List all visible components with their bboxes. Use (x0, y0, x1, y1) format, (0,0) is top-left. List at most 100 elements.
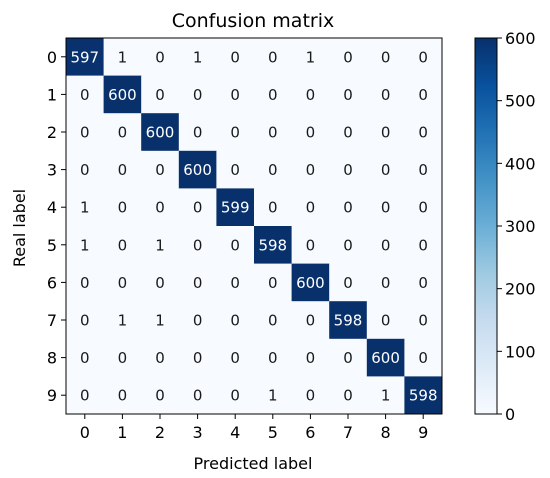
cell-value-r5-c6: 0 (306, 236, 316, 254)
heatmap-cell-r0-c1 (103, 38, 142, 77)
cell-value-r2-c0: 0 (80, 124, 90, 142)
cell-value-r4-c8: 0 (381, 199, 391, 217)
cell-value-r5-c2: 1 (155, 236, 165, 254)
heatmap-cell-r2-c2 (141, 113, 180, 152)
heatmap-cell-r2-c7 (329, 113, 368, 152)
heatmap-cell-r4-c7 (329, 188, 368, 227)
heatmap-cell-r4-c6 (291, 188, 330, 227)
cell-value-r9-c0: 0 (80, 387, 90, 405)
heatmap-cell-r2-c6 (291, 113, 330, 152)
cell-value-r4-c1: 0 (118, 199, 128, 217)
cell-value-r1-c1: 600 (108, 86, 137, 104)
heatmap-cell-r3-c0 (66, 150, 105, 189)
cell-value-r7-c2: 1 (155, 312, 165, 330)
heatmap-cell-r7-c5 (254, 301, 293, 340)
heatmap-cell-r9-c2 (141, 376, 180, 415)
heatmap-cell-r6-c4 (216, 263, 255, 302)
heatmap-cell-r3-c9 (404, 150, 443, 189)
cell-value-r1-c4: 0 (230, 86, 240, 104)
heatmap-cell-r9-c1 (103, 376, 142, 415)
heatmap-cell-r7-c8 (366, 301, 405, 340)
cell-value-r6-c6: 600 (296, 274, 325, 292)
x-tick-label-5: 5 (268, 423, 278, 442)
cell-value-r5-c7: 0 (343, 236, 353, 254)
chart-title: Confusion matrix (172, 10, 334, 32)
cell-value-r4-c5: 0 (268, 199, 278, 217)
cell-value-r8-c8: 600 (371, 349, 400, 367)
y-tick-label-6: 6 (47, 273, 57, 292)
y-axis-label: Real label (10, 189, 29, 267)
cell-value-r8-c9: 0 (418, 349, 428, 367)
cell-value-r3-c5: 0 (268, 161, 278, 179)
colorbar-tick-label-100: 100 (505, 342, 536, 361)
heatmap-cell-r8-c9 (404, 338, 443, 377)
cell-value-r9-c1: 0 (118, 387, 128, 405)
heatmap-cell-r4-c4 (216, 188, 255, 227)
cell-value-r4-c9: 0 (418, 199, 428, 217)
cell-value-r5-c8: 0 (381, 236, 391, 254)
heatmap-cell-r7-c6 (291, 301, 330, 340)
heatmap-cell-r8-c6 (291, 338, 330, 377)
cell-value-r8-c1: 0 (118, 349, 128, 367)
cell-value-r1-c9: 0 (418, 86, 428, 104)
cell-value-r1-c8: 0 (381, 86, 391, 104)
heatmap-cell-r1-c8 (366, 75, 405, 114)
cell-value-r3-c4: 0 (230, 161, 240, 179)
heatmap-cell-r7-c0 (66, 301, 105, 340)
cell-value-r8-c3: 0 (193, 349, 203, 367)
cell-value-r3-c7: 0 (343, 161, 353, 179)
cell-value-r4-c4: 599 (221, 199, 250, 217)
cell-value-r1-c7: 0 (343, 86, 353, 104)
cell-value-r4-c0: 1 (80, 199, 90, 217)
cell-value-r5-c0: 1 (80, 236, 90, 254)
heatmap-cell-r7-c2 (141, 301, 180, 340)
cell-value-r3-c8: 0 (381, 161, 391, 179)
heatmap-cell-r8-c1 (103, 338, 142, 377)
heatmap-cell-r6-c8 (366, 263, 405, 302)
y-tick-label-3: 3 (47, 161, 57, 180)
heatmap-cell-r8-c2 (141, 338, 180, 377)
cell-value-r6-c3: 0 (193, 274, 203, 292)
y-axis-ticks: 0 1 2 3 4 5 6 7 8 9 (47, 48, 66, 405)
heatmap-cell-r6-c1 (103, 263, 142, 302)
cell-value-r2-c1: 0 (118, 124, 128, 142)
x-tick-label-8: 8 (381, 423, 391, 442)
heatmap-cell-r1-c3 (178, 75, 217, 114)
x-tick-label-3: 3 (193, 423, 203, 442)
cell-value-r7-c0: 0 (80, 312, 90, 330)
cell-value-r0-c0: 597 (70, 48, 99, 66)
heatmap-cell-r5-c2 (141, 226, 180, 265)
heatmap-cell-r5-c8 (366, 226, 405, 265)
cell-value-r7-c7: 598 (334, 312, 363, 330)
heatmap-cell-r5-c4 (216, 226, 255, 265)
cell-value-r8-c5: 0 (268, 349, 278, 367)
heatmap-cell-r6-c7 (329, 263, 368, 302)
heatmap-cell-r0-c2 (141, 38, 180, 77)
cell-value-r4-c7: 0 (343, 199, 353, 217)
heatmap-cell-r4-c5 (254, 188, 293, 227)
cell-value-r2-c8: 0 (381, 124, 391, 142)
heatmap-cell-r5-c3 (178, 226, 217, 265)
heatmap-cell-r2-c0 (66, 113, 105, 152)
heatmap-cell-r2-c1 (103, 113, 142, 152)
heatmap-cell-r5-c9 (404, 226, 443, 265)
cell-value-r2-c2: 600 (146, 124, 175, 142)
colorbar-tick-label-0: 0 (505, 405, 515, 424)
heatmap-cell-r1-c9 (404, 75, 443, 114)
cell-value-r0-c5: 0 (268, 48, 278, 66)
cell-value-r9-c2: 0 (155, 387, 165, 405)
heatmap-cell-r9-c0 (66, 376, 105, 415)
heatmap-cell-r3-c6 (291, 150, 330, 189)
cell-value-r3-c0: 0 (80, 161, 90, 179)
cell-value-r0-c3: 1 (193, 48, 203, 66)
heatmap-cell-r0-c8 (366, 38, 405, 77)
cell-value-r0-c8: 0 (381, 48, 391, 66)
cell-value-r6-c1: 0 (118, 274, 128, 292)
y-tick-label-0: 0 (47, 48, 57, 67)
heatmap-cell-r5-c0 (66, 226, 105, 265)
x-tick-label-1: 1 (117, 423, 127, 442)
heatmap-cell-r1-c6 (291, 75, 330, 114)
cell-value-r9-c8: 1 (381, 387, 391, 405)
heatmap-cell-r6-c3 (178, 263, 217, 302)
y-tick-label-8: 8 (47, 349, 57, 368)
